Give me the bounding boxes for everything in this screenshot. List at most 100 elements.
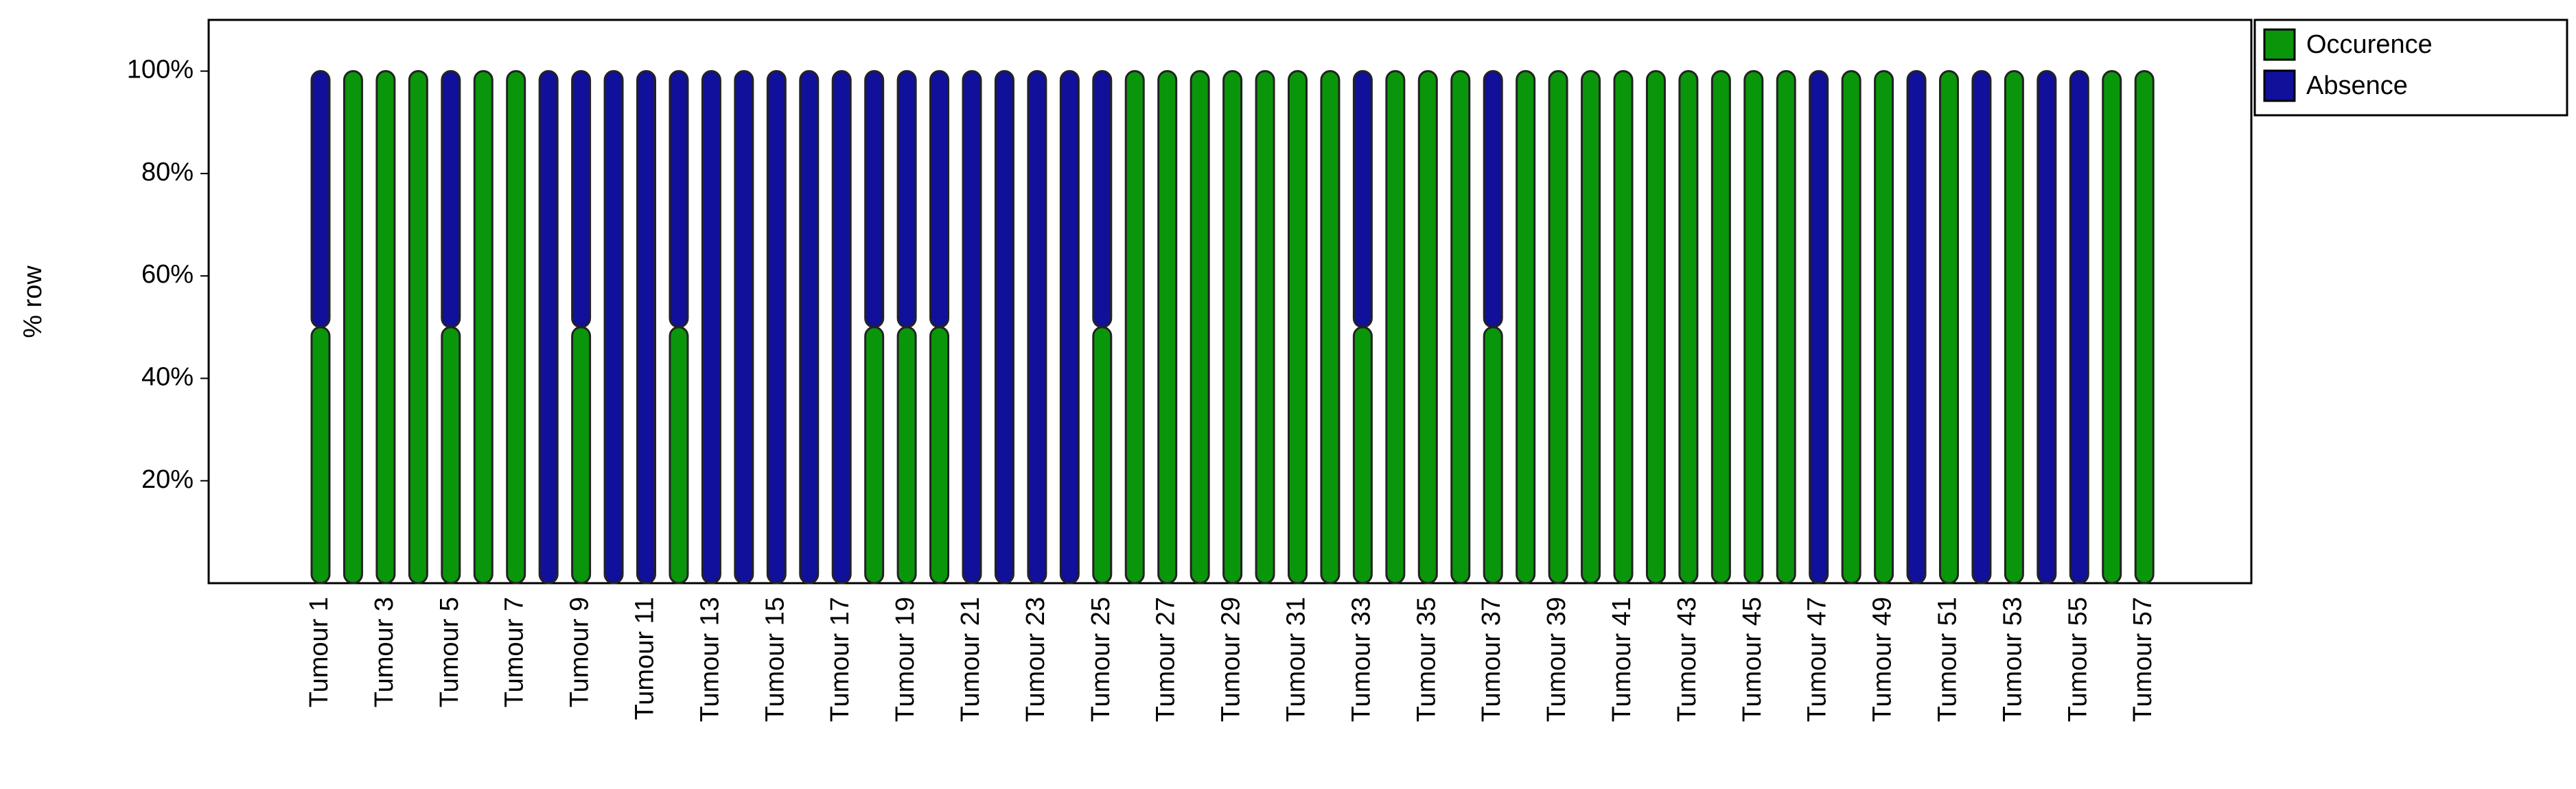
y-tick-label: 100% [127,56,194,84]
x-tick-label: Tumour 7 [500,597,529,707]
bar-segment [962,70,982,585]
bar-segment [1645,70,1666,585]
bar-segment [1222,70,1243,585]
x-tick-label: Tumour 11 [631,597,660,720]
bar-segment [408,70,428,585]
x-tick-label: Tumour 1 [305,597,334,707]
x-tick-label: Tumour 41 [1608,597,1636,722]
bar-segment [441,326,461,585]
bar-segment [669,70,689,329]
bar-segment [1678,70,1699,585]
legend-swatch [2263,69,2296,102]
bar-segment [310,70,331,329]
bar-segment [896,326,917,585]
y-axis-label: % row [19,266,47,338]
x-tick-label: Tumour 37 [1477,597,1506,722]
x-tick-label: Tumour 45 [1738,597,1767,722]
x-tick-label: Tumour 9 [566,597,594,707]
bar-segment [2004,70,2024,585]
bar-segment [506,70,526,585]
y-tick-label: 40% [141,362,194,391]
bar-segment [2134,70,2155,585]
bar-segment [1157,70,1178,585]
bar-segment [1516,70,1536,585]
legend-box [2253,19,2568,117]
bar-segment [1613,70,1634,585]
bar-segment [538,70,559,585]
bar-segment [1352,326,1373,585]
bar-segment [1743,70,1764,585]
bar-segment [473,70,494,585]
bar-segment [2037,70,2057,585]
bar-segment [1483,70,1503,329]
bar-segment [1906,70,1927,585]
x-tick-label: Tumour 5 [435,597,464,707]
x-tick-label: Tumour 15 [761,597,789,722]
bar-segment [896,70,917,329]
bar-segment [929,70,950,329]
x-tick-label: Tumour 17 [826,597,855,722]
bar-segment [1971,70,1992,585]
bar-segment [2069,70,2089,585]
x-tick-label: Tumour 57 [2128,597,2157,722]
bar-segment [1385,70,1406,585]
y-tick-label: 20% [141,465,194,494]
bar-segment [375,70,396,585]
bar-segment [669,326,689,585]
x-tick-label: Tumour 39 [1542,597,1571,722]
bar-segment [929,326,950,585]
bar-segment [864,70,885,329]
bar-segment [2102,70,2122,585]
bar-segment [799,70,820,585]
bar-segment [701,70,721,585]
bar-segment [1841,70,1861,585]
bar-segment [734,70,754,585]
bar-segment [1417,70,1438,585]
x-tick-label: Tumour 51 [1934,597,1962,722]
bar-segment [1027,70,1047,585]
bar-segment [1581,70,1601,585]
bar-segment [1548,70,1568,585]
x-tick-label: Tumour 13 [695,597,724,722]
x-tick-label: Tumour 53 [1998,597,2027,722]
bar-segment [1776,70,1796,585]
bar-segment [1352,70,1373,329]
x-tick-label: Tumour 47 [1803,597,1832,722]
x-tick-label: Tumour 19 [891,597,920,722]
x-tick-label: Tumour 55 [2063,597,2092,722]
bar-segment [343,70,363,585]
legend-label: Absence [2306,71,2408,100]
bar-segment [831,70,852,585]
bar-segment [1939,70,1959,585]
bar-segment [310,326,331,585]
bar-segment [1874,70,1894,585]
x-tick-label: Tumour 43 [1673,597,1702,722]
legend-swatch [2263,28,2296,61]
bar-segment [1092,326,1113,585]
bar-segment [1288,70,1308,585]
bar-segment [1320,70,1341,585]
bar-segment [864,326,885,585]
x-tick-label: Tumour 25 [1087,597,1115,722]
bar-segment [766,70,787,585]
bar-segment [571,326,592,585]
bar-segment [1092,70,1113,329]
x-tick-label: Tumour 27 [1152,597,1181,722]
x-tick-label: Tumour 23 [1021,597,1050,722]
bar-segment [603,70,624,585]
bar-segment [1124,70,1145,585]
x-tick-label: Tumour 35 [1412,597,1441,722]
bar-segment [1809,70,1829,585]
bar-segment [1059,70,1080,585]
x-tick-label: Tumour 21 [956,597,985,722]
x-tick-label: Tumour 33 [1347,597,1376,722]
x-tick-label: Tumour 49 [1868,597,1897,722]
bar-segment [441,70,461,329]
x-tick-label: Tumour 29 [1217,597,1246,722]
y-tick-label: 80% [141,158,194,187]
bar-segment [1483,326,1503,585]
bar-segment [1255,70,1275,585]
bar-segment [636,70,656,585]
y-tick-label: 60% [141,260,194,289]
